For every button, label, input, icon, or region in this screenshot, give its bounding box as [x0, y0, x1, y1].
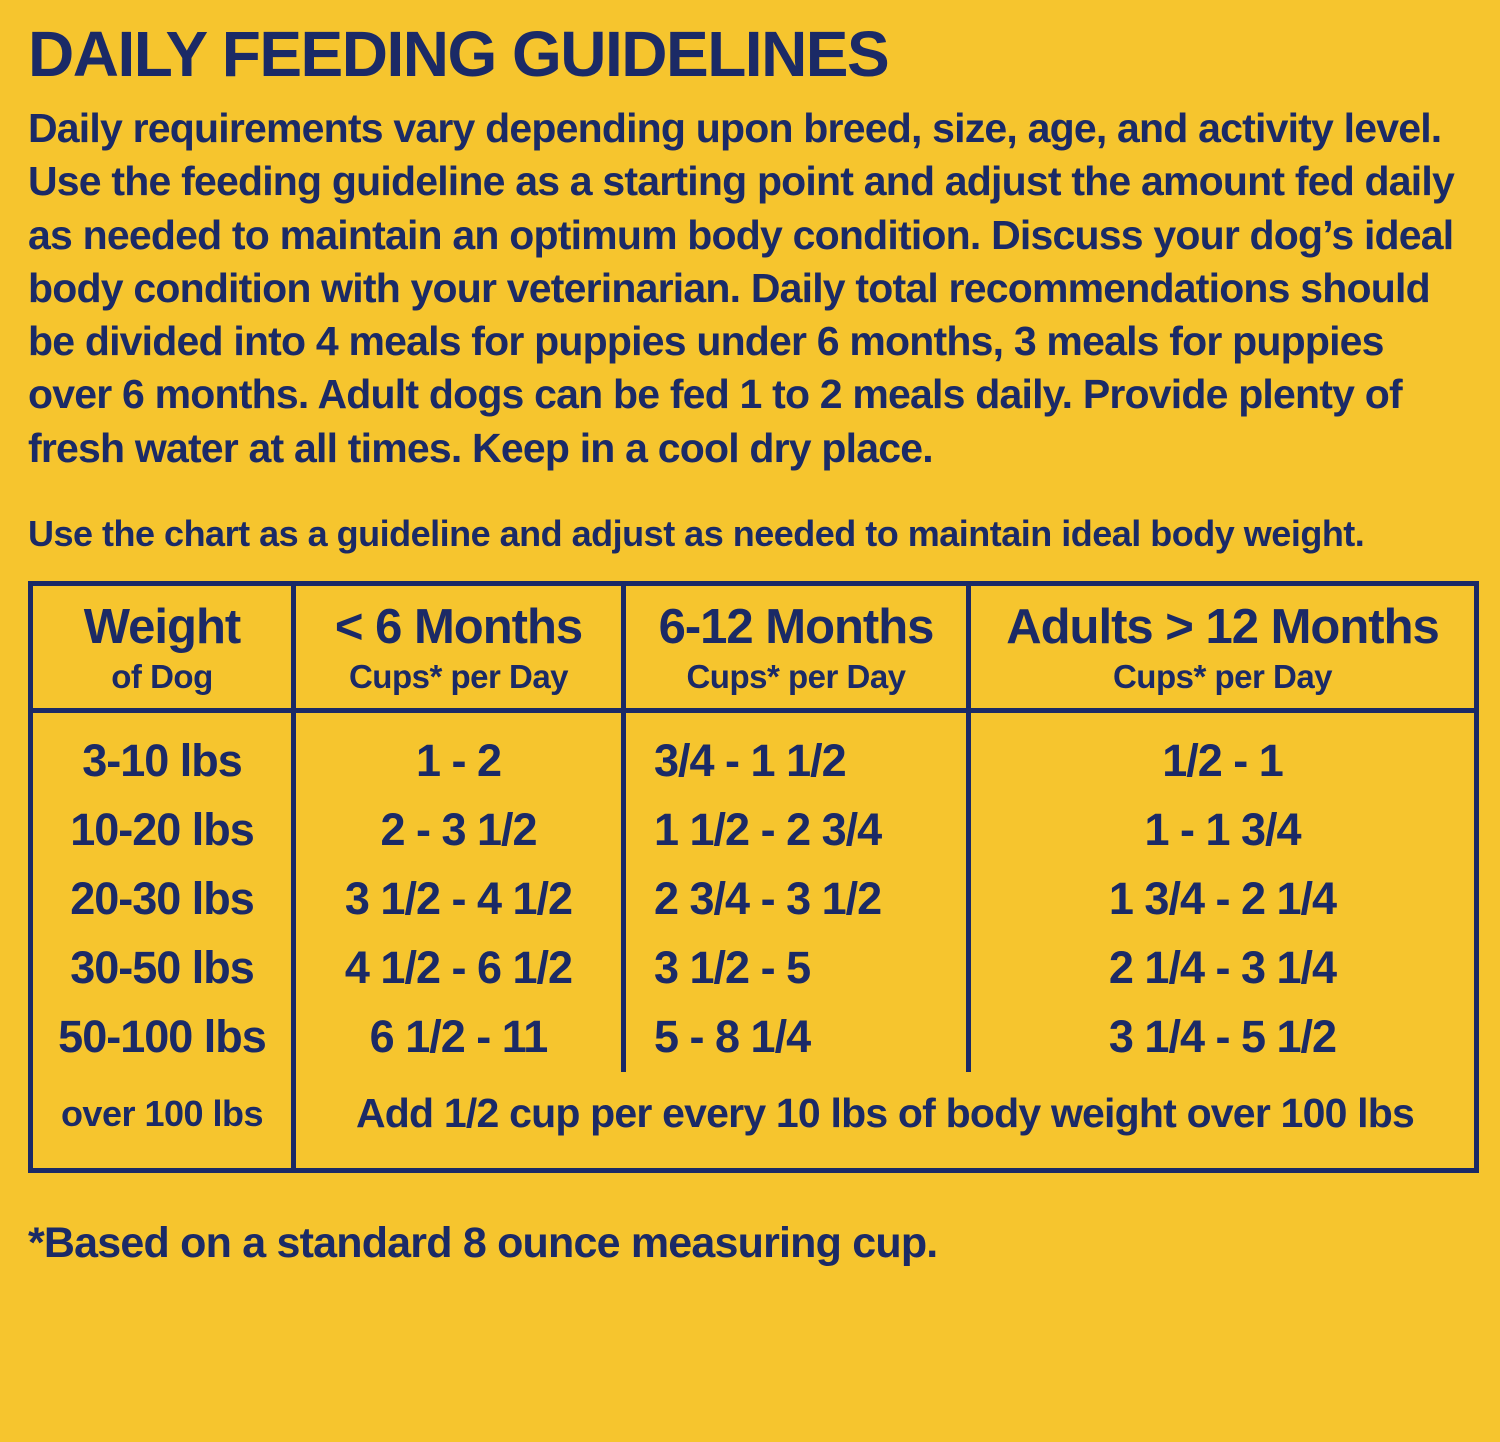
months-6-12-cell: 3 1/2 - 5: [621, 933, 969, 1003]
months-6-12-cell: 3/4 - 1 1/2: [621, 710, 969, 796]
under-6-months-cell: 2 - 3 1/2: [291, 795, 624, 865]
weight-cell: 3-10 lbs: [82, 735, 243, 787]
over-100-note-cell: Add 1/2 cup per every 10 lbs of body wei…: [291, 1071, 1477, 1171]
table-row: 30-50 lbs 4 1/2 - 6 1/2 3 1/2 - 5 2 1/4 …: [31, 933, 1477, 1003]
feeding-table: Weight of Dog < 6 Months Cups* per Day 6…: [28, 581, 1479, 1173]
col-header-weight-subtitle: of Dog: [111, 657, 213, 695]
page-title: DAILY FEEDING GUIDELINES: [28, 18, 890, 90]
table-row: 20-30 lbs 3 1/2 - 4 1/2 2 3/4 - 3 1/2 1 …: [31, 864, 1477, 934]
over-100-weight-cell: over 100 lbs: [60, 1092, 264, 1134]
col-header-under-6-months: < 6 Months Cups* per Day: [291, 583, 624, 713]
under-6-months-cell: 3 1/2 - 4 1/2: [291, 864, 624, 934]
chart-note: Use the chart as a guideline and adjust …: [28, 513, 1365, 555]
col-header-6-12-months-title: 6-12 Months: [658, 600, 935, 655]
col-header-adults-subtitle: Cups* per Day: [1112, 657, 1333, 695]
col-header-under-6-months-title: < 6 Months: [334, 600, 583, 655]
over-100-row: over 100 lbs Add 1/2 cup per every 10 lb…: [31, 1071, 1477, 1171]
col-header-adults-title: Adults > 12 Months: [1006, 600, 1440, 655]
adults-cell: 2 1/4 - 3 1/4: [966, 933, 1477, 1003]
footnote: *Based on a standard 8 ounce measuring c…: [28, 1218, 938, 1267]
under-6-months-cell: 4 1/2 - 6 1/2: [291, 933, 624, 1003]
weight-cell: 10-20 lbs: [70, 804, 255, 856]
col-header-adults: Adults > 12 Months Cups* per Day: [966, 583, 1477, 713]
adults-cell: 1 3/4 - 2 1/4: [966, 864, 1477, 934]
table-row: 50-100 lbs 6 1/2 - 11 5 - 8 1/4 3 1/4 - …: [31, 1002, 1477, 1072]
weight-cell: 20-30 lbs: [70, 873, 255, 925]
months-6-12-cell: 1 1/2 - 2 3/4: [621, 795, 969, 865]
adults-cell: 1/2 - 1: [966, 710, 1477, 796]
col-header-under-6-months-subtitle: Cups* per Day: [348, 657, 569, 695]
weight-cell: 30-50 lbs: [70, 942, 255, 994]
weight-cell: 50-100 lbs: [58, 1011, 267, 1063]
under-6-months-cell: 6 1/2 - 11: [291, 1002, 624, 1072]
months-6-12-cell: 2 3/4 - 3 1/2: [621, 864, 969, 934]
col-header-6-12-months: 6-12 Months Cups* per Day: [621, 583, 969, 713]
under-6-months-cell: 1 - 2: [291, 710, 624, 796]
col-header-weight: Weight of Dog: [30, 583, 294, 713]
adults-cell: 3 1/4 - 5 1/2: [966, 1002, 1477, 1072]
months-6-12-cell: 5 - 8 1/4: [621, 1002, 969, 1072]
table-header-row: Weight of Dog < 6 Months Cups* per Day 6…: [30, 583, 1477, 713]
adults-cell: 1 - 1 3/4: [966, 795, 1477, 865]
table-row: 10-20 lbs 2 - 3 1/2 1 1/2 - 2 3/4 1 - 1 …: [31, 795, 1477, 865]
intro-paragraph: Daily requirements vary depending upon b…: [28, 105, 1455, 471]
col-header-weight-title: Weight: [83, 600, 241, 655]
table-row: 3-10 lbs 1 - 2 3/4 - 1 1/2 1/2 - 1: [31, 710, 1477, 796]
col-header-6-12-months-subtitle: Cups* per Day: [686, 657, 906, 695]
